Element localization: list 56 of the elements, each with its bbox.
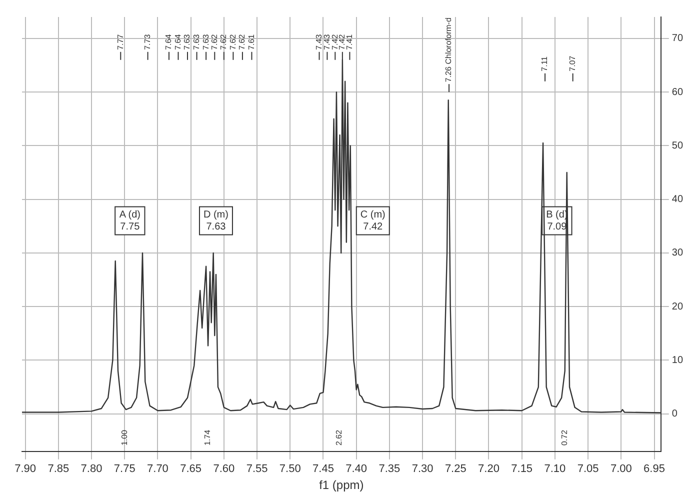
x-tick-label: 7.50 bbox=[279, 463, 301, 476]
annotation: 7.62 bbox=[228, 34, 238, 50]
y-tick-label: 10 bbox=[672, 354, 684, 366]
x-tick-label: 7.10 bbox=[544, 463, 566, 476]
annotation: C (m) 7.42 bbox=[360, 210, 386, 233]
annotation: 7.62 bbox=[219, 34, 228, 50]
x-tick-label: 7.05 bbox=[577, 463, 599, 476]
y-tick-label: 70 bbox=[672, 33, 684, 44]
x-tick-label: 7.85 bbox=[48, 463, 70, 476]
annotation: 7.63 bbox=[182, 34, 192, 50]
y-tick-label: 20 bbox=[672, 301, 684, 312]
x-tick-label: 7.55 bbox=[246, 463, 268, 476]
annotation: 7.42 bbox=[330, 34, 340, 50]
annotation: A (d) 7.75 bbox=[119, 210, 140, 233]
y-tick-label: 40 bbox=[672, 194, 684, 206]
annotation: 7.26 Chloroform-d bbox=[444, 18, 454, 82]
x-tick-label: 7.35 bbox=[378, 463, 400, 476]
annotation: 7.77 bbox=[116, 34, 125, 50]
y-tick-label: 30 bbox=[672, 248, 684, 259]
annotation: 7.43 bbox=[322, 34, 332, 50]
y-tick-label: 0 bbox=[672, 408, 678, 420]
annotation: 7.43 bbox=[314, 34, 324, 50]
x-tick-label: 7.00 bbox=[610, 463, 632, 476]
annotation: 1.74 bbox=[203, 429, 212, 446]
x-tick-label: 7.60 bbox=[213, 463, 235, 476]
annotation: 7.63 bbox=[201, 34, 210, 50]
y-tick-label: 60 bbox=[672, 86, 684, 98]
y-tick-label: 50 bbox=[672, 140, 684, 152]
annotation: 7.11 bbox=[540, 56, 550, 72]
annotation: 7.07 bbox=[568, 55, 578, 72]
annotation: D (m) 7.63 bbox=[203, 210, 228, 233]
x-tick-label: 7.20 bbox=[478, 463, 500, 476]
x-tick-label: 7.25 bbox=[444, 463, 466, 476]
annotation: 0.72 bbox=[560, 429, 570, 446]
annotation: 1.00 bbox=[120, 429, 129, 446]
annotation: 7.64 bbox=[173, 34, 182, 50]
x-tick-label: 7.45 bbox=[312, 463, 334, 476]
x-tick-label: 7.75 bbox=[114, 463, 136, 476]
x-axis-title: f1 (ppm) bbox=[319, 478, 364, 492]
x-tick-label: 7.90 bbox=[14, 463, 36, 476]
annotation: 7.73 bbox=[142, 34, 152, 50]
annotation: 7.62 bbox=[210, 34, 219, 50]
x-tick-label: 6.95 bbox=[644, 463, 665, 476]
x-tick-label: 7.70 bbox=[147, 463, 168, 476]
x-tick-label: 7.40 bbox=[346, 463, 368, 476]
annotation: 7.63 bbox=[192, 34, 201, 50]
x-tick-label: 7.65 bbox=[180, 463, 202, 476]
x-tick-label: 7.15 bbox=[511, 463, 533, 476]
annotation: 7.64 bbox=[164, 34, 174, 50]
x-tick-label: 7.80 bbox=[80, 463, 102, 476]
annotation: 7.61 bbox=[246, 34, 256, 50]
annotation: 7.42 bbox=[338, 34, 347, 50]
annotation: 2.62 bbox=[334, 429, 344, 446]
annotation: 7.62 bbox=[238, 34, 247, 50]
x-tick-label: 7.30 bbox=[412, 463, 434, 476]
annotation: 7.41 bbox=[344, 34, 354, 50]
